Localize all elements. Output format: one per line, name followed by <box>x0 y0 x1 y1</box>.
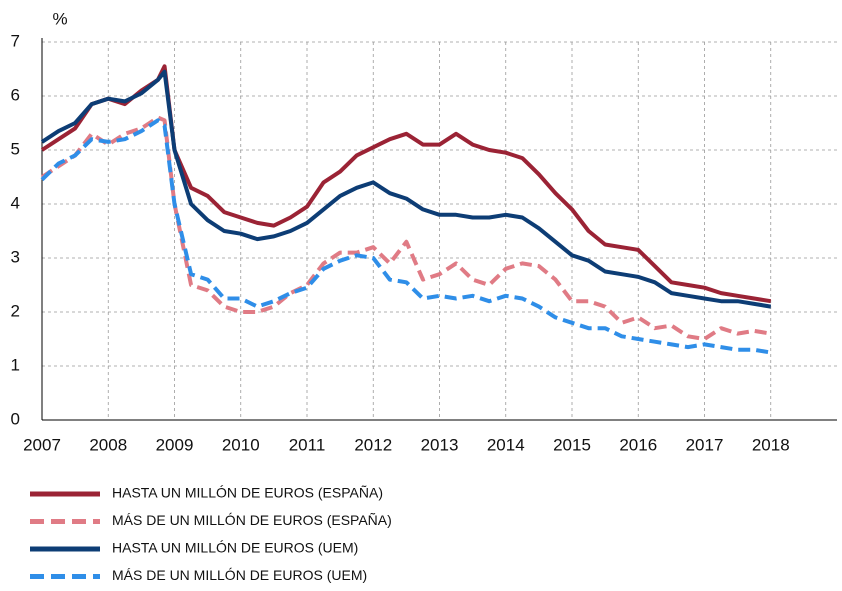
x-tick-label: 2013 <box>421 435 459 454</box>
y-tick-label: 3 <box>11 247 20 266</box>
x-tick-label: 2010 <box>222 435 260 454</box>
x-tick-label: 2018 <box>752 435 790 454</box>
x-tick-label: 2011 <box>289 435 326 454</box>
line-series <box>40 118 772 355</box>
y-tick-label: 2 <box>11 301 20 320</box>
y-tick-label: 1 <box>11 355 20 374</box>
legend-label: MÁS DE UN MILLÓN DE EUROS (UEM) <box>112 567 367 583</box>
x-tick-label: 2016 <box>619 435 657 454</box>
x-tick-label: 2014 <box>487 435 525 454</box>
line-series <box>40 69 772 309</box>
x-tick-label: 2007 <box>23 435 61 454</box>
y-tick-label: 0 <box>11 409 20 428</box>
x-tick-label: 2017 <box>686 435 724 454</box>
x-tick-label: 2009 <box>156 435 194 454</box>
y-axis-label: % <box>52 9 67 28</box>
y-tick-label: 7 <box>11 31 20 50</box>
x-tick-label: 2012 <box>354 435 392 454</box>
legend-label: MÁS DE UN MILLÓN DE EUROS (ESPAÑA) <box>112 512 392 528</box>
legend-label: HASTA UN MILLÓN DE EUROS (ESPAÑA) <box>112 485 383 501</box>
x-tick-label: 2015 <box>553 435 591 454</box>
y-tick-label: 6 <box>11 85 20 104</box>
line-series <box>40 115 772 341</box>
line-series <box>40 64 772 304</box>
x-tick-label: 2008 <box>89 435 127 454</box>
legend-label: HASTA UN MILLÓN DE EUROS (UEM) <box>112 540 358 556</box>
y-tick-label: 5 <box>11 139 20 158</box>
y-tick-label: 4 <box>11 193 20 212</box>
